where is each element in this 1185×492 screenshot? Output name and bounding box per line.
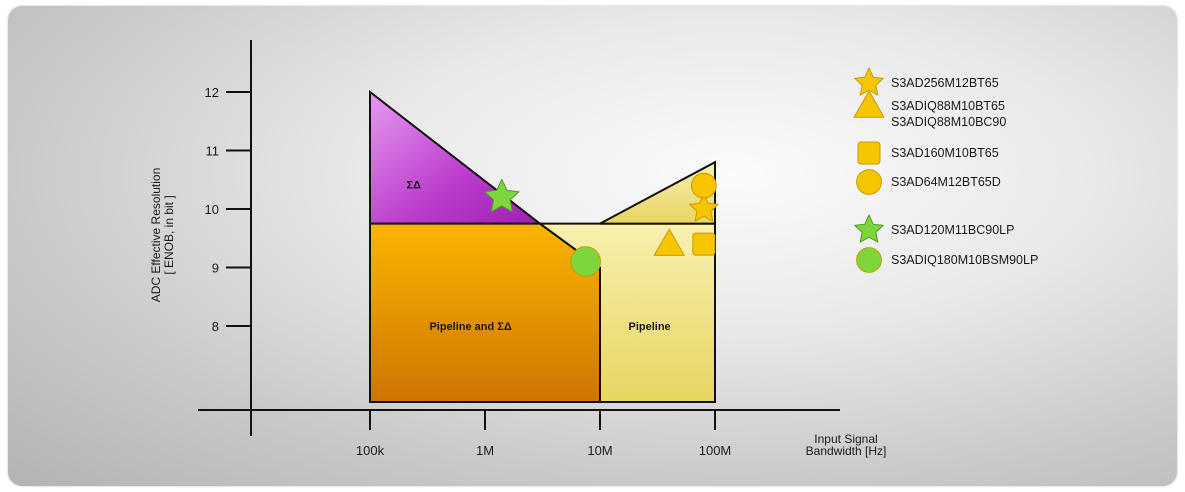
legend: S3AD256M12BT65S3ADIQ88M10BT65S3ADIQ88M10… — [853, 67, 1038, 273]
y-tick-label: 10 — [205, 202, 219, 217]
enob-vs-bandwidth-chart: ΣΔ Pipeline and ΣΔ Pipeline 8 9 10 11 12 100k 1M… — [149, 40, 1038, 458]
x-axis-title-line: Bandwidth [Hz] — [806, 444, 887, 458]
legend-label: S3ADIQ180M10BSM90LP — [891, 253, 1038, 267]
point-s3ad64m12bt65d — [690, 172, 717, 199]
region-pipeline-high — [599, 160, 716, 225]
y-axis-title: ADC Effective Resolution[ ENOB, in bit ] — [149, 168, 176, 303]
legend-label: S3ADIQ88M10BT65 — [891, 99, 1005, 113]
legend-marker-star — [854, 67, 884, 96]
x-axis-title: Input Signal Bandwidth [Hz] — [806, 432, 887, 458]
axis-titles: ADC Effective Resolution[ ENOB, in bit ]… — [149, 168, 886, 458]
legend-marker-triangle — [853, 90, 885, 118]
x-tick-label: 100k — [356, 443, 385, 458]
x-axis-title-line: Input Signal — [814, 432, 877, 446]
legend-item: S3ADIQ88M10BT65 S3ADIQ88M10BC90 — [853, 90, 1006, 129]
region-pipeline-and- — [369, 222, 601, 403]
points-layer — [484, 172, 719, 278]
region-pipeline — [536, 222, 716, 403]
legend-marker-circle — [856, 247, 882, 273]
point-s3adiq180m10bsm90lp — [570, 246, 602, 278]
legend-item: S3AD64M12BT65D — [856, 169, 1001, 195]
point-s3ad160m10bt65 — [692, 232, 716, 256]
legend-label: S3AD120M11BC90LP — [891, 223, 1014, 237]
legend-label: S3AD64M12BT65D — [891, 175, 1001, 189]
y-tick-label: 11 — [206, 144, 220, 159]
y-axis-title-line: [ ENOB, in bit ] — [162, 195, 176, 274]
region-label: Pipeline — [629, 321, 671, 333]
region-label: Pipeline and ΣΔ — [429, 321, 511, 333]
region-- — [369, 89, 543, 225]
legend-item: S3AD160M10BT65 — [857, 141, 999, 165]
legend-marker-star — [854, 214, 884, 243]
legend-marker-square — [857, 141, 881, 165]
legend-label: S3AD256M12BT65 — [891, 76, 999, 90]
chart-panel: ΣΔ Pipeline and ΣΔ Pipeline 8 9 10 11 12 100k 1M… — [8, 6, 1177, 486]
point-s3adiq88m10bt65 — [653, 228, 685, 256]
y-tick-label: 8 — [212, 319, 219, 334]
y-axis-title-line: ADC Effective Resolution — [149, 168, 163, 303]
region-label: ΣΔ — [406, 180, 421, 192]
x-tick-label: 1M — [476, 443, 494, 458]
x-tick-label: 10M — [587, 443, 612, 458]
legend-item: S3AD120M11BC90LP — [854, 214, 1014, 243]
legend-marker-circle — [856, 169, 882, 195]
legend-item: S3AD256M12BT65 — [854, 67, 999, 96]
axes-layer: 8 9 10 11 12 100k 1M 10M 100M — [198, 40, 840, 458]
y-tick-label: 9 — [212, 261, 219, 276]
y-tick-label: 12 — [205, 85, 219, 100]
legend-label: S3AD160M10BT65 — [891, 146, 999, 160]
legend-item: S3ADIQ180M10BSM90LP — [856, 247, 1038, 273]
x-tick-label: 100M — [699, 443, 732, 458]
point-s3ad120m11bc90lp — [484, 178, 520, 213]
legend-label: S3ADIQ88M10BC90 — [891, 115, 1006, 129]
point-s3ad256m12bt65 — [689, 193, 719, 222]
